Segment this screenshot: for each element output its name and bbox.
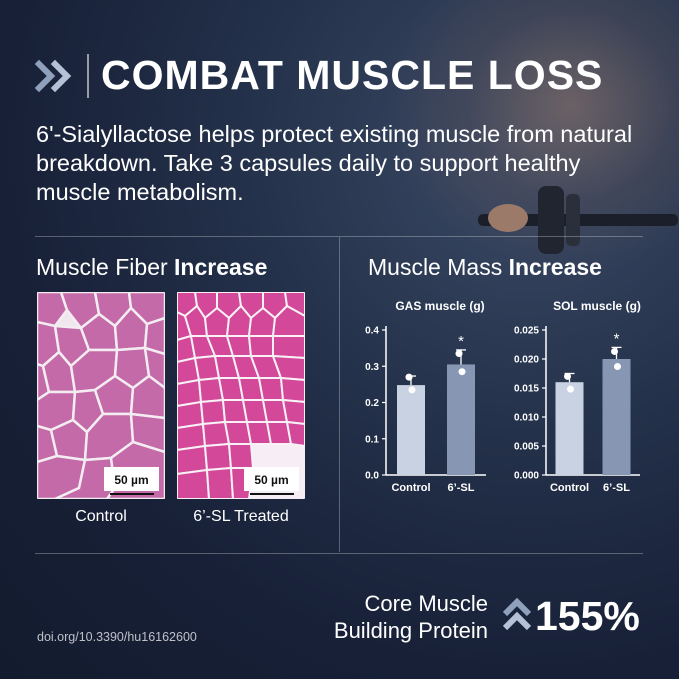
- core-line-2: Building Protein: [333, 618, 488, 643]
- category-label: 6’-SL: [448, 482, 475, 494]
- data-point: [458, 368, 466, 376]
- y-tick-label: 0.000: [514, 471, 539, 482]
- core-protein-label: Core Muscle Building Protein: [270, 590, 488, 644]
- y-tick-label: 0.2: [365, 398, 379, 409]
- header: COMBAT MUSCLE LOSS: [35, 52, 603, 99]
- header-divider: [87, 53, 89, 98]
- y-tick-label: 0.020: [514, 355, 539, 366]
- category-label: Control: [391, 482, 430, 494]
- data-point: [405, 373, 413, 381]
- data-point: [611, 347, 618, 355]
- bar-6’-SL: [602, 359, 631, 475]
- dumbbell-icon: [478, 186, 678, 254]
- y-tick-label: 0.005: [514, 442, 539, 453]
- significance-marker: *: [614, 330, 620, 347]
- gas-muscle-chart: GAS muscle (g) 0.0 0.1 0.2 0.3 0.4 Control * 6’-…: [365, 299, 486, 494]
- double-chevron-right-icon: [35, 59, 72, 92]
- treated-micrograph: 50 µm: [177, 292, 305, 499]
- data-point: [408, 386, 416, 394]
- bottom-divider: [35, 553, 643, 554]
- double-chevron-up-icon: [502, 597, 532, 631]
- page-title: COMBAT MUSCLE LOSS: [101, 52, 604, 98]
- sol-muscle-chart: SOL muscle (g) 0.000 0.005 0.010 0.015 0.020 0…: [514, 299, 641, 494]
- y-tick-label: 0.3: [365, 362, 379, 373]
- data-point: [564, 372, 571, 380]
- top-divider: [35, 236, 643, 237]
- control-micrograph: 50 µm: [37, 292, 165, 499]
- treated-scale-label: 50 µm: [254, 473, 288, 487]
- data-point: [455, 350, 463, 358]
- data-point: [567, 385, 574, 393]
- mass-section-title: Muscle Mass Increase: [368, 254, 602, 280]
- y-tick-label: 0.015: [514, 384, 539, 395]
- core-line-1: Core Muscle: [364, 591, 488, 616]
- y-tick-label: 0.4: [365, 326, 379, 337]
- y-tick-label: 0.025: [514, 326, 539, 337]
- bar-Control: [555, 382, 584, 475]
- data-point: [614, 363, 621, 371]
- chart-title: SOL muscle (g): [553, 299, 641, 313]
- category-label: Control: [550, 482, 589, 494]
- treated-label: 6’-SL Treated: [193, 508, 289, 525]
- significance-marker: *: [458, 333, 464, 350]
- y-tick-label: 0.0: [365, 471, 379, 482]
- category-label: 6’-SL: [603, 482, 630, 494]
- y-tick-label: 0.010: [514, 413, 539, 424]
- center-divider: [339, 237, 340, 552]
- source-citation: doi.org/10.3390/hu16162600: [37, 630, 197, 644]
- bar-Control: [397, 385, 425, 475]
- bar-6’-SL: [447, 364, 475, 475]
- control-label: Control: [75, 508, 127, 525]
- intro-text: 6'-Sialyllactose helps protect existing …: [36, 121, 633, 205]
- y-tick-label: 0.1: [365, 434, 379, 445]
- chart-title: GAS muscle (g): [395, 299, 484, 313]
- control-scale-label: 50 µm: [114, 473, 148, 487]
- increase-percent: 155%: [535, 593, 640, 639]
- fiber-section-title: Muscle Fiber Increase: [36, 254, 268, 280]
